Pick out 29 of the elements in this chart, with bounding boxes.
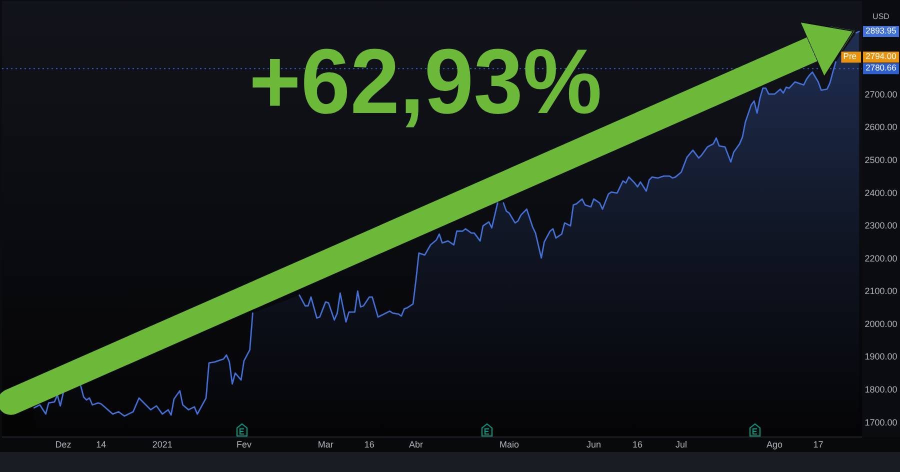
y-tick-label: 2600.00 [864, 122, 898, 132]
y-tick-label: 1900.00 [864, 352, 898, 362]
y-tick-label: 2400.00 [864, 188, 898, 198]
x-tick-label: 16 [632, 439, 643, 450]
y-tick-label: 2000.00 [864, 318, 898, 329]
y-tick-label: 2300.00 [864, 220, 898, 231]
x-tick-label: Jul [675, 439, 688, 450]
x-tick-label: Jun [586, 439, 602, 450]
x-tick-label: Dez [55, 439, 72, 450]
x-tick-label: Ago [766, 439, 783, 450]
y-tick-label: 1800.00 [864, 384, 898, 394]
y-tick-label: 2200.00 [864, 253, 898, 264]
x-tick-label: 14 [96, 439, 106, 450]
x-tick-label: 17 [813, 439, 824, 450]
x-tick-label: 2021 [152, 439, 172, 450]
y-tick-label: 1700.00 [864, 417, 898, 428]
y-tick-label: 2100.00 [864, 286, 898, 296]
y-tick-label: 2700.00 [864, 89, 898, 100]
x-tick-label: Abr [408, 439, 423, 450]
y-tick-label: 2500.00 [864, 155, 898, 166]
y-axis-title: USD [872, 12, 890, 22]
x-tick-label: Maio [499, 439, 520, 450]
annotation: Pre 2794.00 [843, 51, 897, 62]
x-tick-label: Mar [318, 439, 334, 450]
data-label: 2893.95 [866, 26, 897, 36]
ref-line-label: 2780.66 [866, 62, 897, 73]
annotation: +62,93% [249, 31, 615, 133]
x-tick-label: Fev [236, 439, 252, 450]
x-tick-label: 16 [364, 439, 374, 450]
